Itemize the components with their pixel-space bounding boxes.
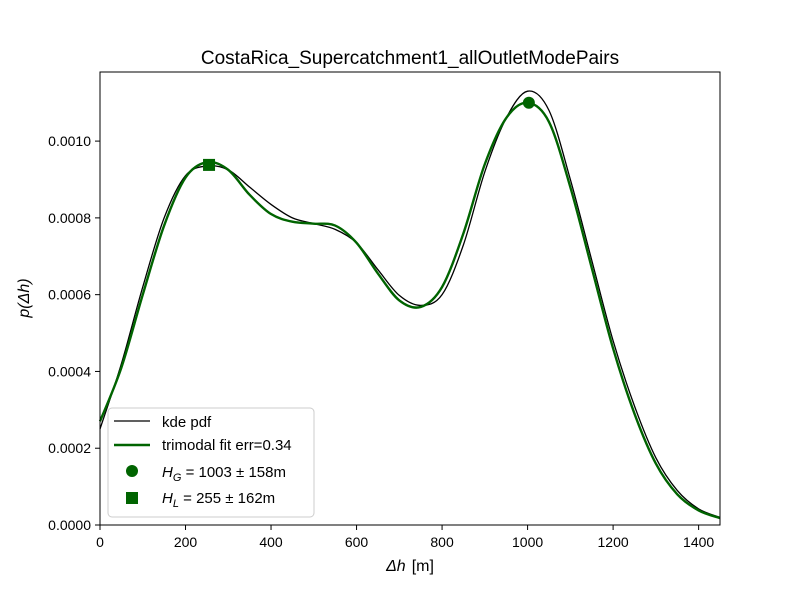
x-tick-label: 1400: [683, 534, 714, 550]
x-axis-ticks: 0 200 400 600 800 1000 1200 1400: [96, 525, 714, 550]
axes-frame: [99, 71, 721, 526]
legend-label-hl-symbol: H: [162, 490, 173, 507]
x-tick-label: 0: [96, 534, 104, 550]
x-tick-label: 200: [174, 534, 198, 550]
legend-label-hg: HG = 1003 ± 158m: [162, 464, 286, 484]
legend-marker-hg: [126, 465, 138, 477]
legend-label-fit: trimodal fit err=0.34: [162, 437, 292, 454]
legend-label-hg-subscript: G: [173, 472, 182, 484]
marker-hg-point: [522, 96, 535, 109]
series-line-kde-pdf: [99, 90, 721, 518]
x-tick-label: 1200: [598, 534, 629, 550]
x-axis-label: Δh [m]: [385, 558, 434, 575]
chart-title: CostaRica_Supercatchment1_allOutletModeP…: [201, 48, 619, 69]
legend-box: [107, 407, 315, 518]
x-tick-label: 1000: [512, 534, 543, 550]
y-tick-label: 0.0002: [48, 440, 91, 456]
y-tick-label: 0.0008: [48, 210, 91, 226]
legend-label-kde: kde pdf: [162, 414, 212, 431]
x-axis-label-symbol: Δh: [385, 558, 406, 575]
legend-label-hl-subscript: L: [173, 498, 179, 510]
y-axis-label-suffix: ): [16, 278, 33, 285]
y-tick-label: 0.0006: [48, 287, 91, 303]
legend-marker-hl: [126, 492, 138, 504]
y-axis-ticks: 0.0000 0.0002 0.0004 0.0006 0.0008 0.0010: [48, 133, 100, 533]
y-axis-label-symbol: Δh: [16, 284, 33, 305]
y-tick-label: 0.0010: [48, 133, 91, 149]
legend-label-hl-value: = 255 ± 162m: [179, 490, 275, 507]
x-tick-label: 600: [345, 534, 369, 550]
x-axis-label-unit: [m]: [412, 558, 434, 575]
y-axis-label-prefix: p(: [16, 302, 33, 319]
y-tick-label: 0.0004: [48, 363, 91, 379]
marker-hl-point: [203, 158, 216, 171]
y-tick-label: 0.0000: [48, 517, 91, 533]
y-axis-label: p(Δh): [16, 278, 33, 318]
x-tick-label: 800: [430, 534, 454, 550]
legend-label-hg-value: = 1003 ± 158m: [181, 464, 286, 481]
plot-area: [98, 90, 721, 520]
legend-label-hg-symbol: H: [162, 464, 173, 481]
legend: kde pdf trimodal fit err=0.34 HG = 1003 …: [107, 407, 315, 518]
legend-label-hl: HL = 255 ± 162m: [162, 490, 275, 510]
x-tick-label: 400: [259, 534, 283, 550]
